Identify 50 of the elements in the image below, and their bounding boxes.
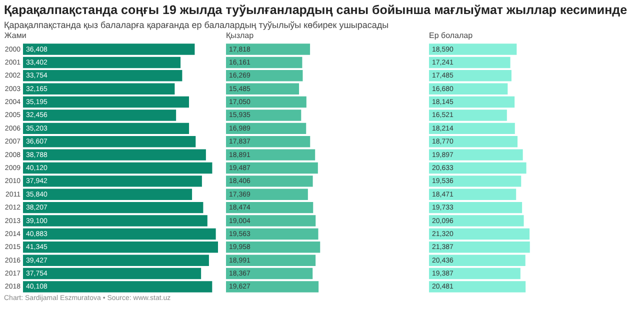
bar [429,149,523,160]
bar [429,176,522,187]
bar [429,162,526,174]
bar [23,281,212,292]
bar [226,44,310,55]
bar [23,136,196,148]
bar [23,162,212,174]
series-label: Жами [4,31,26,40]
bar [226,56,302,68]
bar [226,136,310,148]
bar [429,202,522,214]
bar [226,228,318,240]
bar [429,188,516,200]
bar [23,56,181,68]
bar [429,110,507,121]
bar [23,44,195,55]
bar [23,268,202,280]
bar [226,162,318,174]
bar [226,281,319,292]
bar [23,176,202,187]
bar [429,215,524,226]
bar [429,136,518,148]
series-label: Ер болалар [429,31,474,40]
bar [429,56,510,68]
bar [429,96,515,108]
bar [23,110,176,121]
bar [23,228,216,240]
bar [23,202,204,214]
bar [23,96,189,108]
bar [23,188,192,200]
bar [429,281,526,292]
bar [226,268,313,280]
text: Қарақалпақстанда соңғы 19 жылда туўылғанлардың саны бойынша мағлыўмат жыллар кесиминде [4,3,628,17]
bar [226,122,306,134]
bar [23,149,206,160]
bar [226,215,316,226]
bar [429,268,520,280]
chart-subtitle: Қарақалпақстанда қыз балаларға қарағанда ер балалардың туўылыўы көбирек ушырасады [4,20,390,30]
bar [23,122,190,134]
bar [23,215,208,226]
bar [226,149,316,160]
bar [226,202,314,214]
bar [429,228,530,240]
series-label: Қызлар [226,31,254,40]
bar [429,122,515,134]
bar [429,44,517,55]
bar [226,176,313,187]
bar [226,110,302,121]
bar [226,96,306,108]
bar [226,188,308,200]
